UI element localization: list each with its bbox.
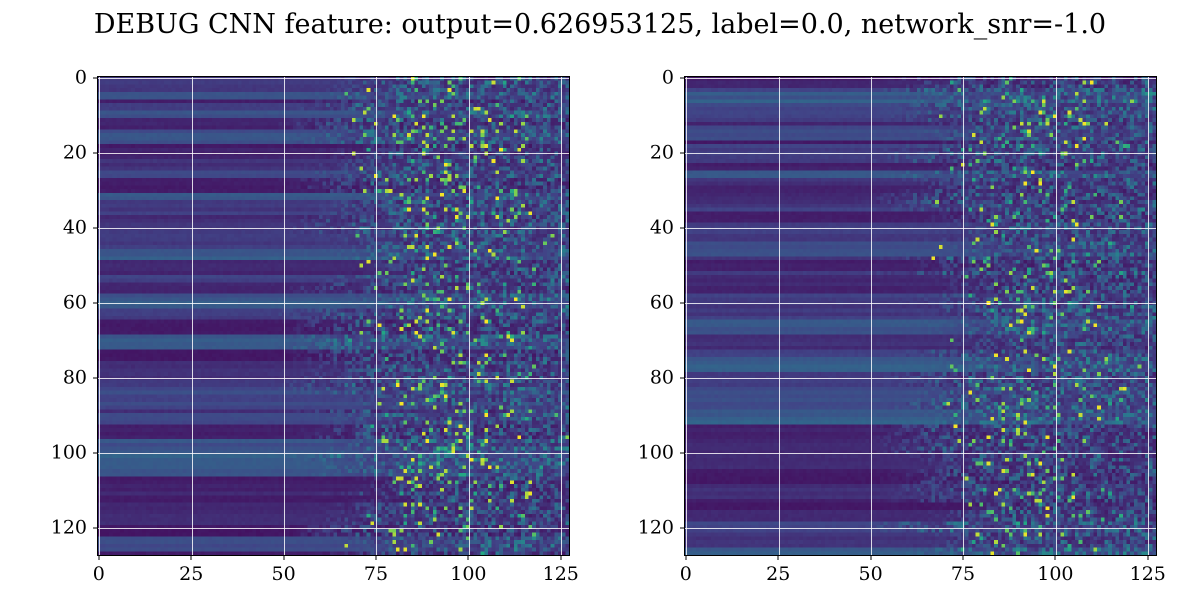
y-tick-mark [93, 452, 97, 454]
x-tick-mark [375, 556, 377, 560]
y-tick-label: 20 [62, 141, 87, 164]
y-tick-label: 0 [74, 66, 87, 89]
x-tick-mark [962, 556, 964, 560]
figure-title: DEBUG CNN feature: output=0.626953125, l… [93, 9, 1107, 40]
y-tick-label: 60 [62, 291, 87, 314]
y-tick-mark [680, 452, 684, 454]
x-tick-label: 0 [92, 563, 105, 585]
y-tick-label: 40 [62, 216, 87, 239]
y-tick-mark [680, 227, 684, 229]
x-tick-label: 75 [950, 563, 976, 585]
x-tick-mark [560, 556, 562, 560]
y-tick-label: 20 [649, 141, 674, 164]
x-tick-mark [777, 556, 779, 560]
x-tick-label: 125 [1129, 563, 1166, 585]
y-tick-mark [680, 527, 684, 529]
y-tick-mark [680, 377, 684, 379]
x-tick-label: 25 [179, 563, 204, 585]
x-tick-mark [870, 556, 872, 560]
axes-area [97, 76, 570, 556]
y-tick-label: 120 [637, 516, 674, 539]
y-tick-mark [93, 302, 97, 304]
y-tick-label: 60 [649, 291, 674, 314]
y-tick-mark [680, 152, 684, 154]
x-tick-mark [467, 556, 469, 560]
x-tick-label: 0 [679, 563, 692, 585]
y-tick-label: 80 [62, 366, 87, 389]
x-tick-mark [98, 556, 100, 560]
x-tick-label: 25 [766, 563, 791, 585]
y-tick-mark [93, 377, 97, 379]
x-tick-label: 50 [858, 563, 883, 585]
y-tick-label: 120 [50, 516, 87, 539]
x-tick-label: 100 [450, 563, 487, 585]
y-tick-label: 100 [50, 441, 87, 464]
x-tick-mark [685, 556, 687, 560]
y-tick-mark [93, 77, 97, 79]
y-tick-mark [93, 152, 97, 154]
y-tick-label: 80 [649, 366, 674, 389]
x-tick-mark [1147, 556, 1149, 560]
x-tick-mark [283, 556, 285, 560]
y-tick-mark [680, 302, 684, 304]
y-tick-label: 0 [661, 66, 674, 89]
x-tick-label: 100 [1037, 563, 1074, 585]
y-tick-label: 40 [649, 216, 674, 239]
x-tick-mark [190, 556, 192, 560]
heatmap-image [685, 77, 1156, 555]
x-tick-label: 125 [542, 563, 579, 585]
y-tick-mark [93, 527, 97, 529]
y-tick-mark [93, 227, 97, 229]
heatmap-image [98, 77, 569, 555]
y-tick-mark [680, 77, 684, 79]
x-tick-label: 50 [271, 563, 296, 585]
y-tick-label: 100 [637, 441, 674, 464]
heatmap-subplot-left: 0 25 50 75 100 125 0 20 40 60 80 100 120 [51, 68, 579, 584]
x-tick-label: 75 [363, 563, 389, 585]
heatmap-subplot-right: 0 25 50 75 100 125 0 20 40 60 80 100 120 [638, 68, 1166, 584]
axes-area [684, 76, 1157, 556]
x-tick-mark [1054, 556, 1056, 560]
